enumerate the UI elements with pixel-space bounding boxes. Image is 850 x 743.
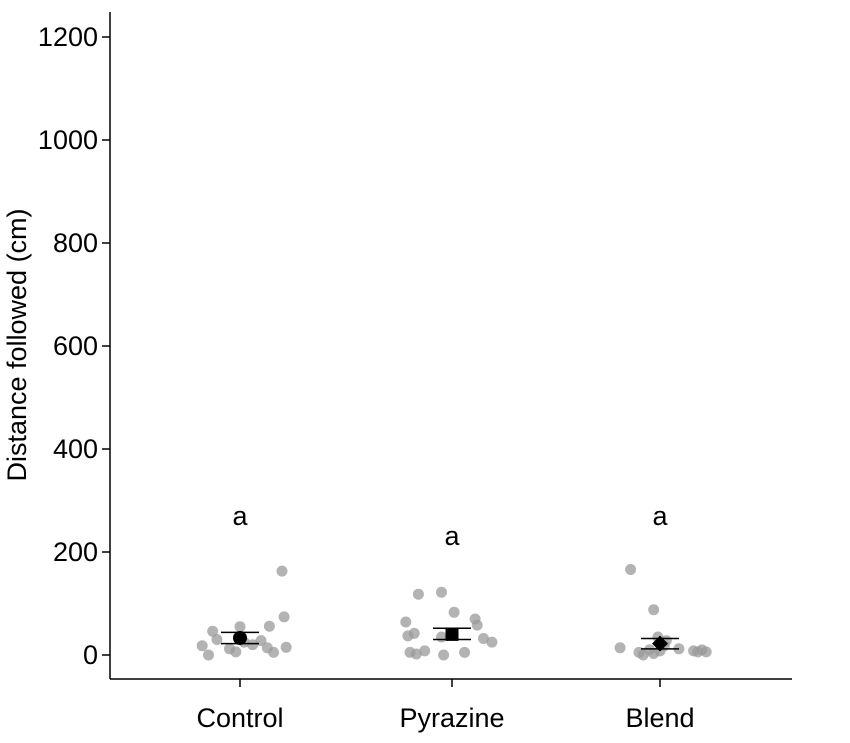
data-point	[614, 642, 626, 654]
data-point	[211, 634, 223, 645]
y-tick-label: 800	[53, 228, 98, 258]
data-points	[196, 564, 712, 661]
data-point	[410, 648, 422, 660]
x-tick-label: Blend	[625, 703, 694, 733]
data-point	[478, 633, 489, 644]
data-point	[436, 631, 447, 643]
mean-marker-circle	[233, 631, 247, 646]
data-point	[276, 565, 288, 577]
y-tick-label: 0	[83, 640, 98, 670]
x-tick-label: Pyrazine	[399, 703, 504, 733]
mean-marker-diamond	[652, 635, 668, 652]
data-point	[230, 646, 242, 658]
data-point	[263, 620, 275, 632]
x-tick-label: Control	[196, 703, 283, 733]
data-point	[459, 646, 471, 658]
y-tick-label: 400	[53, 434, 98, 464]
data-point	[268, 646, 280, 658]
data-point	[700, 646, 712, 658]
y-tick-label: 1200	[38, 22, 98, 52]
y-tick-label: 200	[53, 537, 98, 567]
data-point	[280, 641, 292, 653]
significance-label: a	[652, 501, 668, 531]
means-and-errors: aaa	[221, 501, 679, 652]
data-point	[408, 627, 420, 639]
data-point	[438, 649, 450, 661]
data-point	[203, 649, 214, 661]
data-point	[207, 625, 219, 637]
data-point	[278, 611, 290, 623]
data-point	[247, 639, 259, 651]
data-point	[486, 636, 498, 648]
data-point	[625, 564, 637, 575]
data-point	[234, 621, 246, 633]
data-point	[419, 645, 431, 657]
significance-label: a	[444, 521, 460, 551]
data-point	[471, 619, 483, 631]
data-point	[412, 588, 424, 600]
data-point	[448, 606, 460, 618]
data-point	[436, 586, 447, 598]
data-point	[400, 616, 412, 628]
y-tick-label: 1000	[38, 125, 98, 155]
mean-marker-square	[445, 627, 459, 641]
y-tick-label: 600	[53, 331, 98, 361]
significance-label: a	[232, 501, 248, 531]
y-axis-title: Distance followed (cm)	[2, 208, 32, 481]
data-point	[648, 604, 660, 616]
data-point	[196, 640, 208, 652]
axes: 0 200 400 600 800 1000 1200 Control Pyrazine Blen…	[38, 12, 792, 733]
